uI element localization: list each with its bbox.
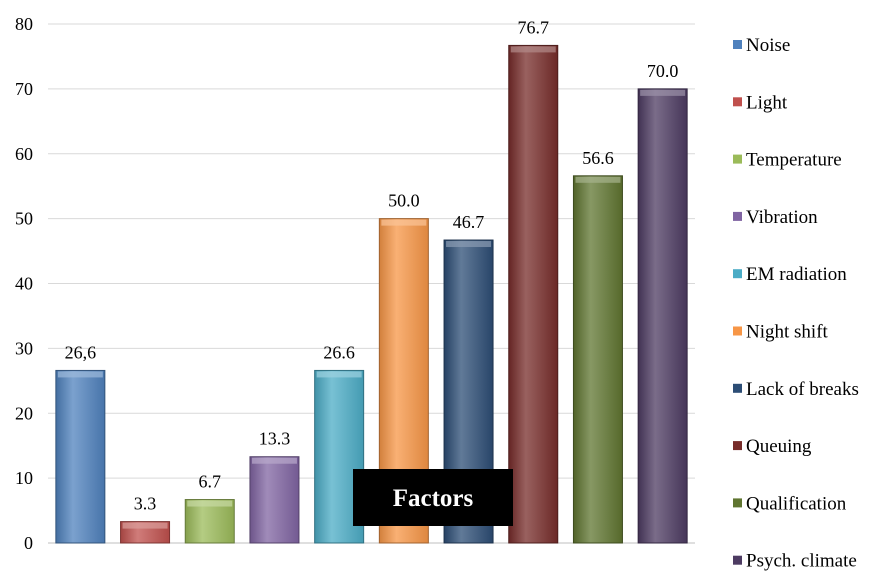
data-label: 26.6 [323, 342, 355, 362]
data-label: 6.7 [199, 472, 222, 492]
legend-label: EM radiation [746, 264, 847, 285]
bar-bevel [316, 371, 362, 378]
y-axis-tick-labels: 0 10 20 30 40 50 60 70 80 [15, 14, 33, 553]
legend-label: Lack of breaks [746, 379, 859, 400]
legend-item: Psych. climate [733, 551, 857, 572]
bar-bevel [575, 176, 621, 183]
legend-label: Noise [746, 35, 790, 56]
gridlines [48, 23, 695, 479]
factors-overlay-box [353, 469, 513, 526]
data-label: 3.3 [134, 494, 157, 514]
y-tick-label: 80 [15, 14, 33, 34]
legend-label: Queuing [746, 436, 812, 457]
legend-label: Psych. climate [746, 551, 857, 572]
legend-item: Lack of breaks [733, 379, 859, 400]
data-label: 50.0 [388, 191, 420, 211]
bar-bevel [122, 522, 168, 529]
bar-queuing [508, 44, 559, 544]
bar-noise [55, 369, 106, 544]
data-label: 76.7 [518, 17, 550, 37]
y-tick-label: 60 [15, 144, 33, 164]
bar-temperature [184, 499, 235, 544]
bar-psych-climate [637, 88, 688, 544]
legend-swatch [733, 40, 742, 49]
bar-vibration [249, 456, 300, 544]
legend-item: Qualification [733, 493, 847, 514]
y-tick-label: 70 [15, 79, 33, 99]
y-tick-label: 10 [15, 468, 33, 488]
legend-swatch [733, 498, 742, 508]
bar-bevel [381, 219, 427, 226]
legend-item: EM radiation [733, 264, 847, 285]
legend-swatch [733, 326, 742, 336]
legend-item: Night shift [733, 322, 829, 343]
legend-swatch [733, 154, 742, 164]
bars [55, 44, 688, 544]
legend-item: Queuing [733, 436, 812, 457]
legend-label: Light [746, 92, 788, 113]
data-label: 13.3 [259, 429, 291, 449]
legend: Noise Light Temperature Vibration EM radiati… [733, 35, 859, 572]
bar-bevel [446, 241, 492, 248]
data-label: 70.0 [647, 61, 679, 81]
y-tick-label: 40 [15, 274, 33, 294]
bar-bevel [57, 371, 103, 378]
legend-item: Vibration [733, 207, 818, 228]
factors-overlay: Factors [353, 469, 513, 526]
factors-overlay-text: Factors [393, 485, 474, 512]
legend-swatch [733, 441, 742, 451]
legend-swatch [733, 97, 742, 107]
legend-swatch [733, 555, 742, 565]
data-label: 26,6 [65, 342, 97, 362]
data-label: 56.6 [582, 148, 614, 168]
y-tick-label: 20 [15, 403, 33, 423]
legend-label: Qualification [746, 493, 847, 514]
legend-label: Night shift [746, 322, 829, 343]
bar-bevel [187, 500, 233, 507]
legend-item: Light [733, 92, 788, 113]
legend-swatch [733, 269, 742, 279]
y-tick-label: 50 [15, 209, 33, 229]
y-tick-label: 30 [15, 338, 33, 358]
bar-bevel [251, 457, 297, 464]
legend-label: Vibration [746, 207, 818, 228]
data-labels: 26,6 3.3 6.7 13.3 26.6 50.0 46.7 76.7 56.6 70.0 [65, 17, 679, 513]
legend-item: Temperature [733, 150, 842, 171]
y-tick-label: 0 [24, 533, 33, 553]
legend-swatch [733, 383, 742, 393]
bar-bevel [510, 46, 556, 53]
legend-label: Temperature [746, 150, 842, 171]
bar-bevel [640, 89, 686, 96]
data-label: 46.7 [453, 212, 485, 232]
legend-swatch [733, 211, 742, 221]
legend-item: Noise [733, 35, 790, 56]
bar-qualification [572, 175, 623, 544]
